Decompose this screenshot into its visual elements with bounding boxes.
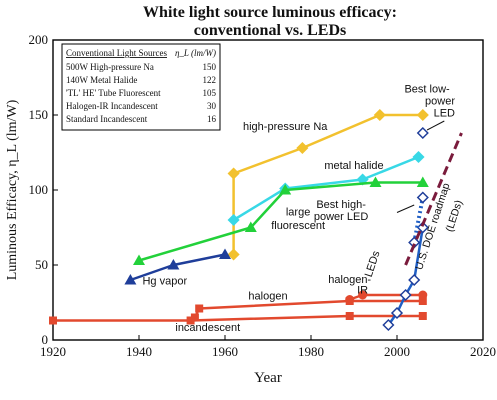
x-axis-label: Year [254, 370, 282, 386]
data-point-large-fluorescent [244, 221, 257, 232]
annotation-best-high: Best high- [316, 199, 366, 211]
x-tick-label: 2000 [384, 344, 410, 359]
efficacy-table-row-name: 500W High-pressure Na [66, 62, 154, 72]
annotation-ir: IR [357, 285, 368, 297]
efficacy-table-unit: η_L (lm/W) [175, 48, 216, 58]
annotation-large: large [286, 207, 310, 219]
series-u-s-doe-roadmap-leds [404, 132, 463, 266]
efficacy-table-box [61, 43, 221, 131]
data-point-large-fluorescent [369, 176, 382, 187]
data-point-best-high-power-led [416, 191, 429, 204]
efficacy-table-header: Conventional Light Sources [66, 48, 167, 58]
annotation-power: power [425, 96, 455, 108]
data-point-halogen [418, 297, 427, 305]
chart-title-line2: conventional vs. LEDs [194, 22, 346, 39]
best-low-power-led-pointer [426, 120, 445, 131]
data-point-metal-halide [227, 213, 240, 227]
data-point-leds [416, 221, 429, 234]
annotation-halogen: halogen [248, 291, 287, 303]
axes: 1920 1940 1960 1980 2000 2020 0 50 100 150 200 [29, 32, 497, 359]
data-point-incandescent [418, 312, 427, 320]
annotation-incandescent: incandescent [175, 322, 240, 334]
efficacy-table-row-value: 30 [207, 101, 217, 111]
data-point-large-fluorescent [279, 184, 292, 195]
series-line-halogen [193, 299, 423, 319]
series-line-u-s-doe-roadmap-leds [404, 132, 463, 266]
data-point-leds [399, 288, 412, 302]
x-tick-label: 1960 [212, 344, 238, 359]
data-point-incandescent [186, 316, 195, 325]
annotation-best-low: Best low- [404, 84, 450, 96]
data-point-hg-vapor [124, 274, 137, 285]
annotation-metal-halide: metal halide [324, 160, 383, 172]
data-point-hg-vapor [167, 259, 180, 270]
data-point-large-fluorescent [416, 176, 429, 187]
series-layer [49, 108, 463, 332]
data-point-high-pressure-na [227, 248, 240, 261]
data-point-high-pressure-na [227, 167, 240, 180]
y-tick-label: 0 [42, 332, 49, 347]
series-best-high-power-led [408, 191, 429, 249]
annotation-power-led: power LED [314, 211, 368, 223]
series-line-metal-halide [232, 155, 419, 222]
series-best-low-power-led [416, 126, 429, 140]
data-point-halogen-ir [418, 290, 428, 300]
data-point-halogen-ir [358, 290, 368, 300]
y-tick-label: 150 [29, 107, 49, 122]
efficacy-table-row-value: 16 [207, 114, 217, 124]
data-point-halogen [195, 304, 204, 313]
annotation-halogen: halogen- [328, 274, 371, 286]
annotation-led: LED [434, 108, 455, 120]
data-point-hg-vapor [219, 248, 231, 259]
series-leds [382, 221, 429, 332]
data-point-incandescent [345, 312, 354, 320]
efficacy-table: Conventional Light Sources η_L (lm/W) 50… [61, 43, 221, 131]
x-tick-label: 2020 [470, 344, 496, 359]
data-point-leds [382, 318, 395, 332]
efficacy-table-row-name: 'TL' HE' Tube Fluorescent [66, 88, 161, 98]
data-point-high-pressure-na [416, 108, 429, 122]
y-axis-label: Luminous Efficacy, η_L (lm/W) [5, 99, 20, 280]
data-point-large-fluorescent [133, 254, 145, 265]
efficacy-table-row-value: 105 [203, 88, 217, 98]
series-large-fluorescent [133, 176, 429, 265]
x-tick-label: 1980 [298, 344, 324, 359]
efficacy-table-row-name: Halogen-IR Incandescent [66, 101, 158, 111]
data-point-leds [408, 273, 421, 287]
efficacy-table-row-name: 140W Metal Halide [66, 75, 137, 85]
data-point-leds [390, 306, 404, 320]
annotation-leds: LEDs [363, 249, 383, 279]
chart-title-line1: White light source luminous efficacy: [143, 4, 397, 21]
series-high-pressure-na [227, 108, 429, 261]
data-point-halogen-ir [345, 295, 355, 304]
efficacy-table-rows: 500W High-pressure Na 150 140W Metal Halid… [66, 62, 217, 124]
annotation-leds: (LEDs) [444, 199, 466, 234]
efficacy-table-row-value: 150 [203, 62, 217, 72]
annotation-fluorescent: fluorescent [271, 220, 325, 232]
y-tick-label: 200 [29, 32, 49, 47]
annotation-hg-vapor: Hg vapor [142, 276, 187, 288]
data-point-high-pressure-na [373, 108, 386, 122]
data-point-best-low-power-led [416, 126, 429, 140]
x-tick-label: 1920 [40, 344, 66, 359]
y-tick-label: 100 [29, 182, 49, 197]
efficacy-table-row-name: Standard Incandescent [66, 114, 148, 124]
series-line-incandescent [53, 314, 423, 322]
data-point-incandescent [49, 316, 57, 325]
x-tick-label: 1940 [126, 344, 152, 359]
data-point-high-pressure-na [296, 141, 309, 155]
data-point-metal-halide [412, 150, 425, 164]
y-tick-label: 50 [35, 257, 48, 272]
best-high-power-led-pointer [396, 204, 415, 213]
annotation-high-pressure-na: high-pressure Na [243, 121, 328, 133]
series-incandescent [49, 312, 427, 325]
data-point-halogen [190, 313, 199, 322]
series-hg-vapor [124, 248, 231, 285]
efficacy-table-row-value: 122 [203, 75, 217, 85]
